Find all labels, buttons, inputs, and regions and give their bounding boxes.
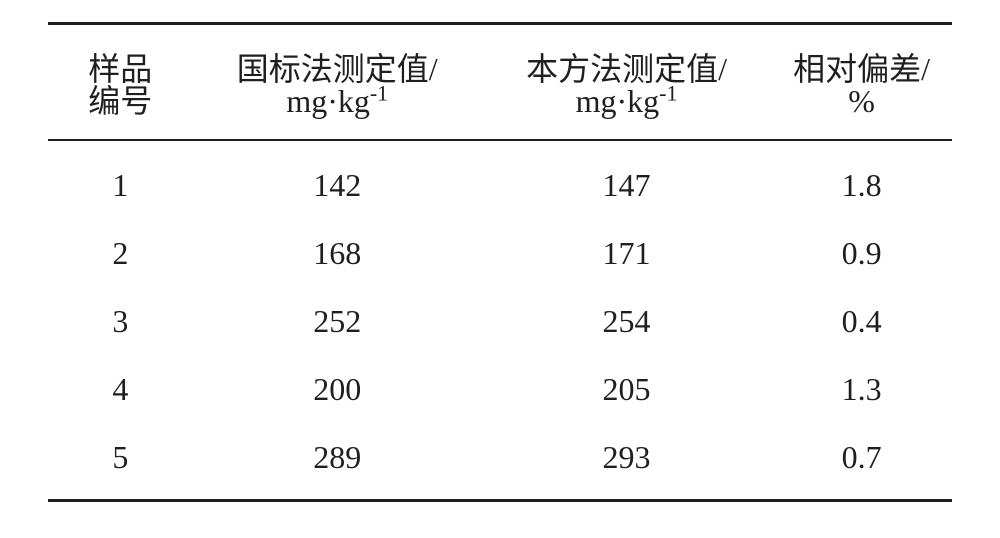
col-header-sample-id-l1: 样品 bbox=[48, 24, 193, 86]
cell-this-value: 293 bbox=[482, 423, 771, 501]
cell-rel-dev: 0.4 bbox=[771, 287, 952, 355]
cell-gb-value: 168 bbox=[193, 219, 482, 287]
table-header: 样品 国标法测定值/ 本方法测定值/ 相对偏差/ 编号 mg·kg-1 mg·k… bbox=[48, 24, 952, 141]
unit-sup: -1 bbox=[659, 80, 677, 105]
cell-sample-id: 5 bbox=[48, 423, 193, 501]
cell-sample-id: 3 bbox=[48, 287, 193, 355]
cell-gb-value: 252 bbox=[193, 287, 482, 355]
cell-this-value: 147 bbox=[482, 140, 771, 219]
cell-rel-dev: 0.9 bbox=[771, 219, 952, 287]
cell-this-value: 205 bbox=[482, 355, 771, 423]
unit-text: mg·kg bbox=[286, 83, 370, 119]
cell-sample-id: 2 bbox=[48, 219, 193, 287]
data-table: 样品 国标法测定值/ 本方法测定值/ 相对偏差/ 编号 mg·kg-1 mg·k… bbox=[48, 22, 952, 502]
cell-gb-value: 200 bbox=[193, 355, 482, 423]
table-row: 4 200 205 1.3 bbox=[48, 355, 952, 423]
table-row: 3 252 254 0.4 bbox=[48, 287, 952, 355]
col-header-rel-dev-l2: % bbox=[771, 85, 952, 140]
col-header-this-method-l1: 本方法测定值/ bbox=[482, 24, 771, 86]
table-row: 1 142 147 1.8 bbox=[48, 140, 952, 219]
col-header-gb-method-l2: mg·kg-1 bbox=[193, 85, 482, 140]
col-header-gb-method-l1: 国标法测定值/ bbox=[193, 24, 482, 86]
cell-rel-dev: 0.7 bbox=[771, 423, 952, 501]
col-header-rel-dev-l1: 相对偏差/ bbox=[771, 24, 952, 86]
table-body: 1 142 147 1.8 2 168 171 0.9 3 252 254 0.… bbox=[48, 140, 952, 501]
cell-rel-dev: 1.3 bbox=[771, 355, 952, 423]
cell-sample-id: 1 bbox=[48, 140, 193, 219]
table-row: 5 289 293 0.7 bbox=[48, 423, 952, 501]
unit-text: mg·kg bbox=[576, 83, 660, 119]
col-header-sample-id-l2: 编号 bbox=[48, 85, 193, 140]
cell-sample-id: 4 bbox=[48, 355, 193, 423]
cell-this-value: 254 bbox=[482, 287, 771, 355]
cell-rel-dev: 1.8 bbox=[771, 140, 952, 219]
col-header-this-method-l2: mg·kg-1 bbox=[482, 85, 771, 140]
table-container: 样品 国标法测定值/ 本方法测定值/ 相对偏差/ 编号 mg·kg-1 mg·k… bbox=[0, 0, 1000, 538]
cell-gb-value: 142 bbox=[193, 140, 482, 219]
table-row: 2 168 171 0.9 bbox=[48, 219, 952, 287]
cell-this-value: 171 bbox=[482, 219, 771, 287]
unit-sup: -1 bbox=[370, 80, 388, 105]
cell-gb-value: 289 bbox=[193, 423, 482, 501]
